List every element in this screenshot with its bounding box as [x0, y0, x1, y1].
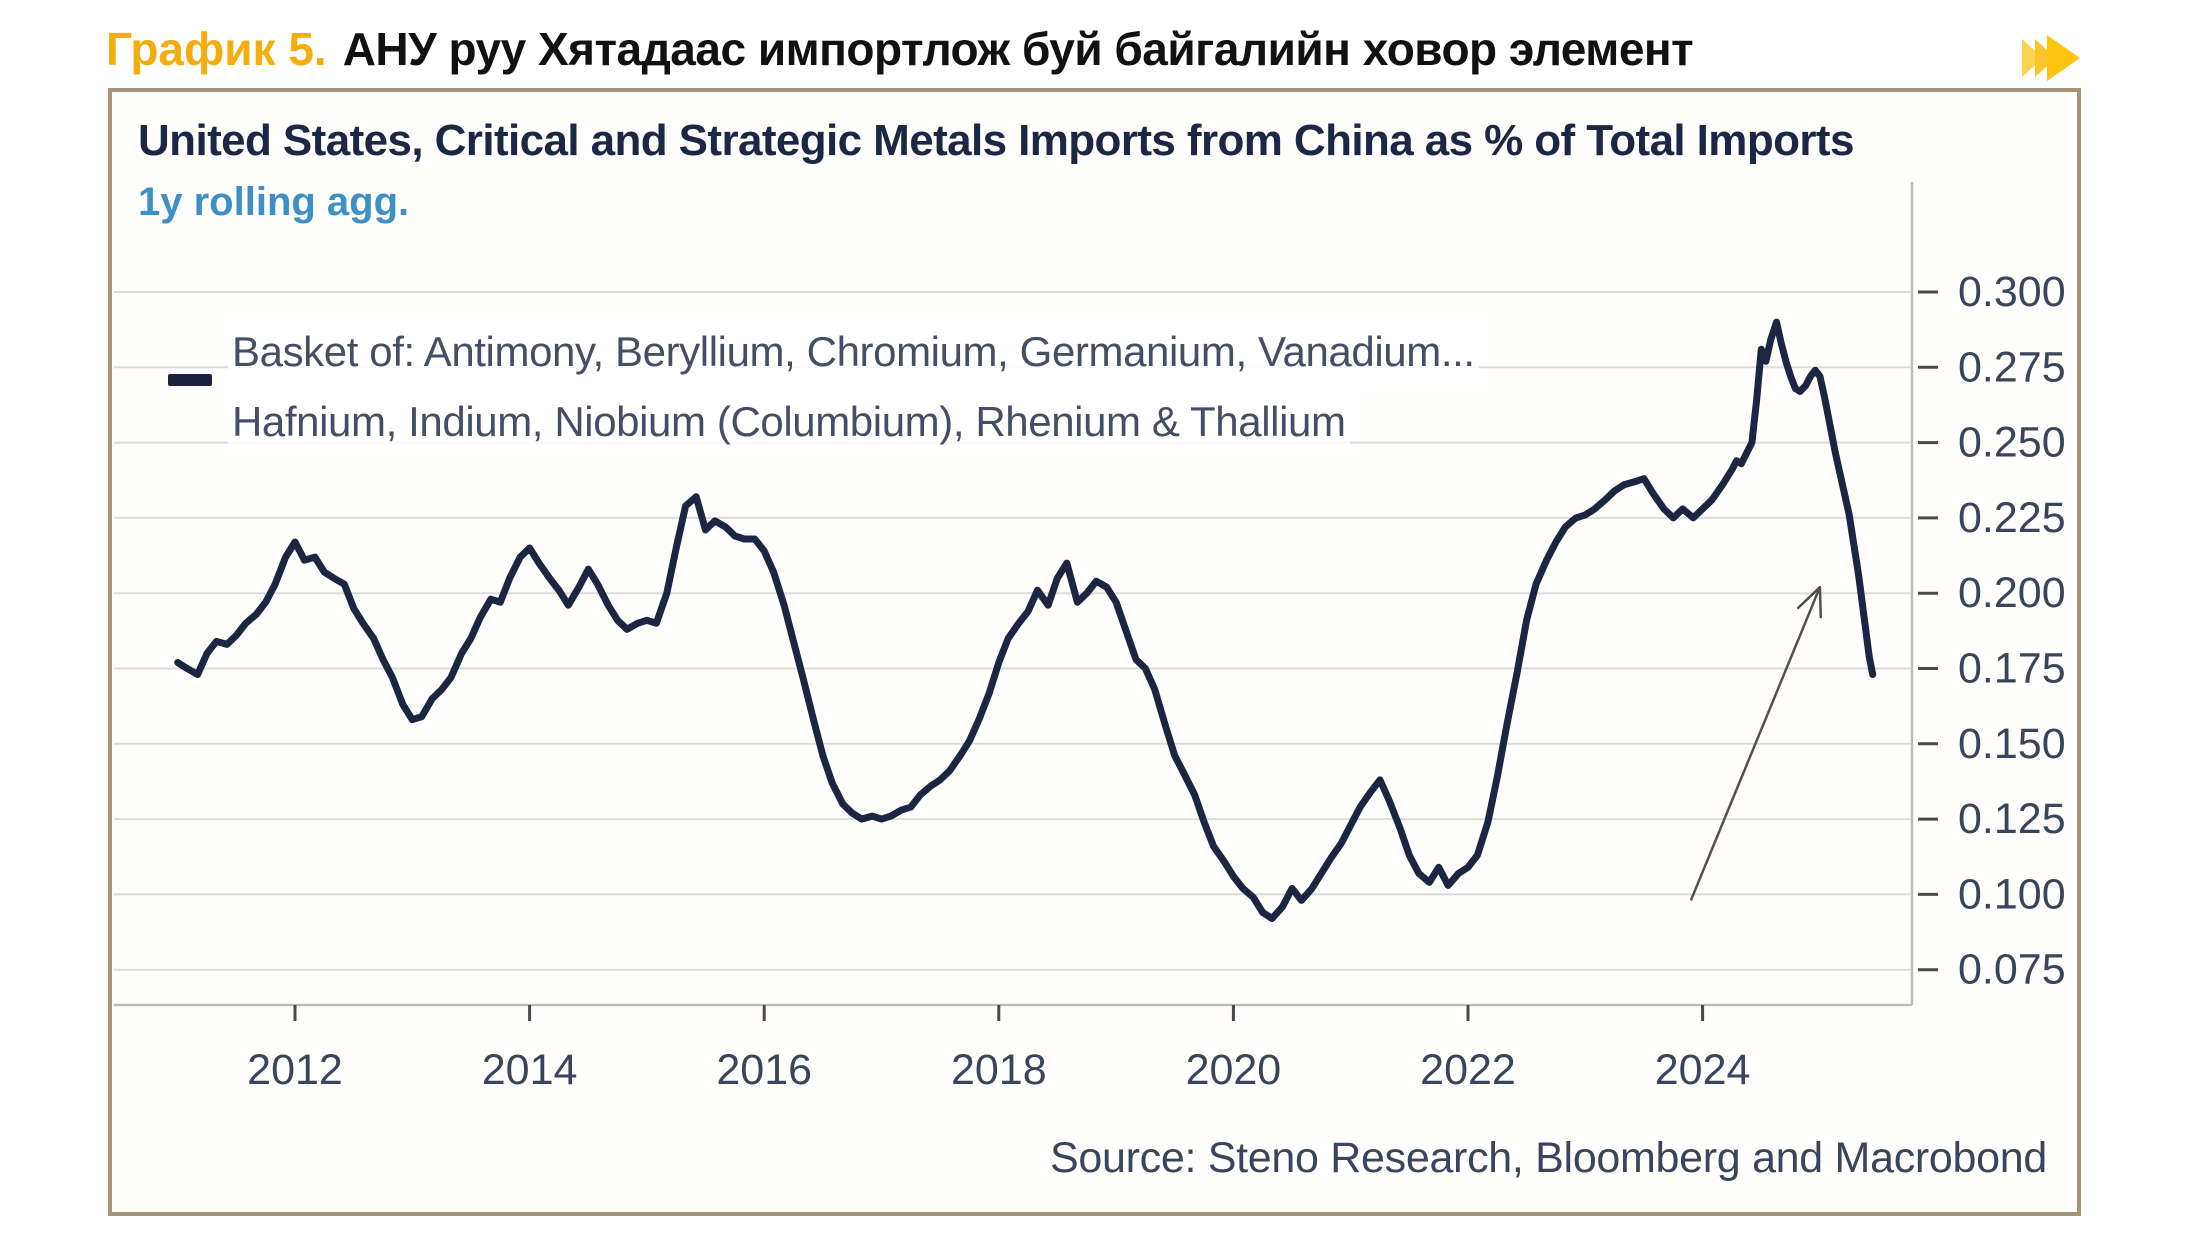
- x-axis-label: 2022: [1420, 1046, 1516, 1094]
- y-axis-label: 0.300: [1958, 268, 2066, 316]
- data-line-basket: [174, 318, 1877, 922]
- x-axis-label: 2016: [716, 1046, 812, 1094]
- x-axis-label: 2020: [1186, 1046, 1282, 1094]
- figure-number: График 5.: [106, 23, 327, 75]
- annotation-arrow-shaft: [1689, 586, 1822, 901]
- legend-text: Basket of: Antimony, Beryllium, Chromium…: [228, 317, 1479, 457]
- y-axis-label: 0.200: [1958, 569, 2066, 617]
- chart-title: United States, Critical and Strategic Me…: [138, 116, 1854, 165]
- annotation-arrow-head: [1818, 585, 1823, 619]
- y-axis-label: 0.250: [1958, 419, 2066, 467]
- legend-line-marker: [168, 374, 212, 386]
- legend-line1: Basket of: Antimony, Beryllium, Chromium…: [228, 317, 1479, 387]
- y-axis-label: 0.275: [1958, 343, 2066, 391]
- figure-title: АНУ руу Хятадаас импортлож буй байгалийн…: [342, 23, 1694, 75]
- y-axis-label: 0.100: [1958, 870, 2066, 918]
- figure-header: График 5. АНУ руу Хятадаас импортлож буй …: [106, 22, 1694, 77]
- source-note: Source: Steno Research, Bloomberg and Ma…: [1050, 1134, 2047, 1182]
- legend-line2: Hafnium, Indium, Niobium (Columbium), Rh…: [228, 387, 1350, 457]
- fast-forward-mid-triangle: [2035, 39, 2056, 77]
- x-axis-label: 2012: [247, 1046, 343, 1094]
- y-axis-label: 0.075: [1958, 946, 2066, 994]
- x-axis-label: 2014: [482, 1046, 578, 1094]
- annotation-arrow-head: [1796, 585, 1822, 610]
- legend: Basket of: Antimony, Beryllium, Chromium…: [168, 317, 1479, 457]
- y-axis-label: 0.150: [1958, 720, 2066, 768]
- fast-forward-icon: [2022, 35, 2080, 81]
- fast-forward-back-triangle: [2022, 39, 2043, 77]
- x-axis-label: 2024: [1655, 1046, 1751, 1094]
- x-axis-label: 2018: [951, 1046, 1047, 1094]
- y-axis-label: 0.225: [1958, 494, 2066, 542]
- y-axis-label: 0.175: [1958, 645, 2066, 693]
- fast-forward-front-triangle: [2047, 35, 2080, 81]
- chart-card: 0.300 0.275 0.250 0.225 0.200 0.175 0.150 0.125…: [108, 88, 2081, 1216]
- chart-subtitle: 1y rolling agg.: [138, 180, 410, 224]
- y-axis-label: 0.125: [1958, 795, 2066, 843]
- line-chart: 0.300 0.275 0.250 0.225 0.200 0.175 0.150 0.125…: [114, 182, 2066, 1094]
